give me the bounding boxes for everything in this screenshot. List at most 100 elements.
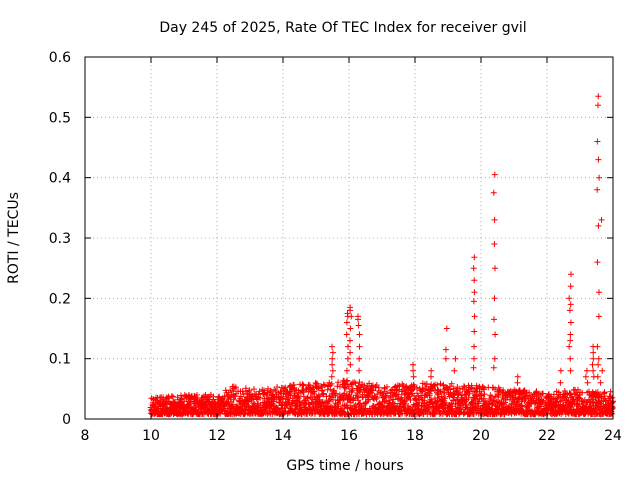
data-point (567, 355, 574, 362)
data-point (414, 390, 421, 397)
data-point (384, 390, 390, 397)
data-point (431, 382, 438, 389)
data-point (492, 393, 499, 400)
x-tick-label: 18 (406, 428, 424, 444)
data-point (461, 410, 468, 417)
data-point (471, 254, 478, 261)
data-point (356, 331, 363, 338)
data-point (491, 171, 498, 178)
data-point (491, 295, 498, 302)
data-point (315, 385, 321, 392)
x-tick-label: 10 (142, 428, 160, 444)
data-point (595, 361, 602, 368)
data-point (582, 373, 589, 380)
data-point (248, 396, 255, 403)
data-point (351, 379, 358, 386)
data-point (452, 355, 459, 362)
data-point (423, 380, 430, 387)
points-layer (147, 93, 616, 418)
data-point (595, 156, 602, 163)
data-point (425, 387, 432, 394)
y-tick-label: 0.1 (49, 352, 71, 368)
data-point (343, 378, 350, 385)
data-point (481, 385, 488, 391)
data-point (315, 392, 322, 399)
y-tick-label: 0.2 (49, 291, 71, 307)
data-point (468, 384, 475, 391)
data-point (566, 307, 573, 314)
data-point (347, 304, 354, 311)
data-point (598, 216, 605, 223)
data-point (402, 384, 409, 390)
y-tick-label: 0.3 (49, 231, 71, 247)
data-point (186, 401, 193, 408)
data-point (514, 373, 521, 380)
data-point (470, 298, 477, 305)
data-point (442, 346, 449, 353)
data-point (344, 355, 351, 362)
data-point (464, 389, 470, 396)
data-point (491, 355, 498, 362)
data-point (329, 349, 336, 356)
data-point (584, 379, 591, 386)
data-point (594, 138, 601, 145)
data-point (595, 355, 602, 362)
data-point (471, 328, 478, 335)
data-point (314, 380, 321, 387)
data-point (311, 390, 318, 397)
data-point (594, 186, 601, 193)
data-point (356, 343, 363, 350)
data-point (470, 364, 477, 371)
data-point (583, 367, 590, 374)
data-point (369, 387, 376, 394)
data-point (566, 343, 573, 350)
data-point (514, 379, 521, 386)
data-point (428, 373, 434, 380)
data-point (490, 189, 497, 196)
data-point (229, 401, 236, 408)
data-point (343, 331, 350, 338)
data-point (384, 383, 390, 390)
data-point (567, 331, 574, 338)
data-point (567, 301, 574, 308)
data-point (440, 381, 447, 388)
data-point (554, 395, 561, 402)
data-point (227, 387, 234, 394)
data-point (356, 367, 363, 374)
data-point (162, 401, 169, 408)
data-point (330, 396, 336, 403)
data-point (466, 390, 473, 397)
data-point (595, 222, 602, 229)
data-point (248, 396, 255, 403)
data-point (416, 399, 423, 406)
data-point (557, 379, 564, 386)
data-point (594, 373, 601, 380)
data-point (443, 399, 450, 406)
data-point (590, 355, 597, 362)
data-point (343, 403, 350, 410)
data-point (594, 259, 601, 266)
data-point (347, 325, 354, 332)
data-point (492, 331, 499, 338)
data-point (278, 402, 285, 409)
data-point (567, 337, 574, 344)
data-point (350, 395, 357, 402)
data-point (274, 384, 281, 390)
data-point (428, 367, 435, 374)
x-tick-label: 12 (208, 428, 226, 444)
data-point (316, 396, 323, 403)
data-point (567, 367, 574, 374)
data-point (599, 367, 606, 374)
data-point (347, 337, 353, 344)
data-point (345, 343, 351, 350)
data-point (230, 396, 237, 403)
data-point (365, 396, 372, 403)
x-tick-label: 20 (472, 428, 490, 444)
data-point (590, 349, 597, 356)
data-point (491, 216, 498, 223)
data-point (227, 394, 234, 401)
data-point (343, 319, 350, 326)
data-point (567, 283, 574, 290)
data-point (355, 322, 362, 329)
data-point (170, 398, 177, 405)
